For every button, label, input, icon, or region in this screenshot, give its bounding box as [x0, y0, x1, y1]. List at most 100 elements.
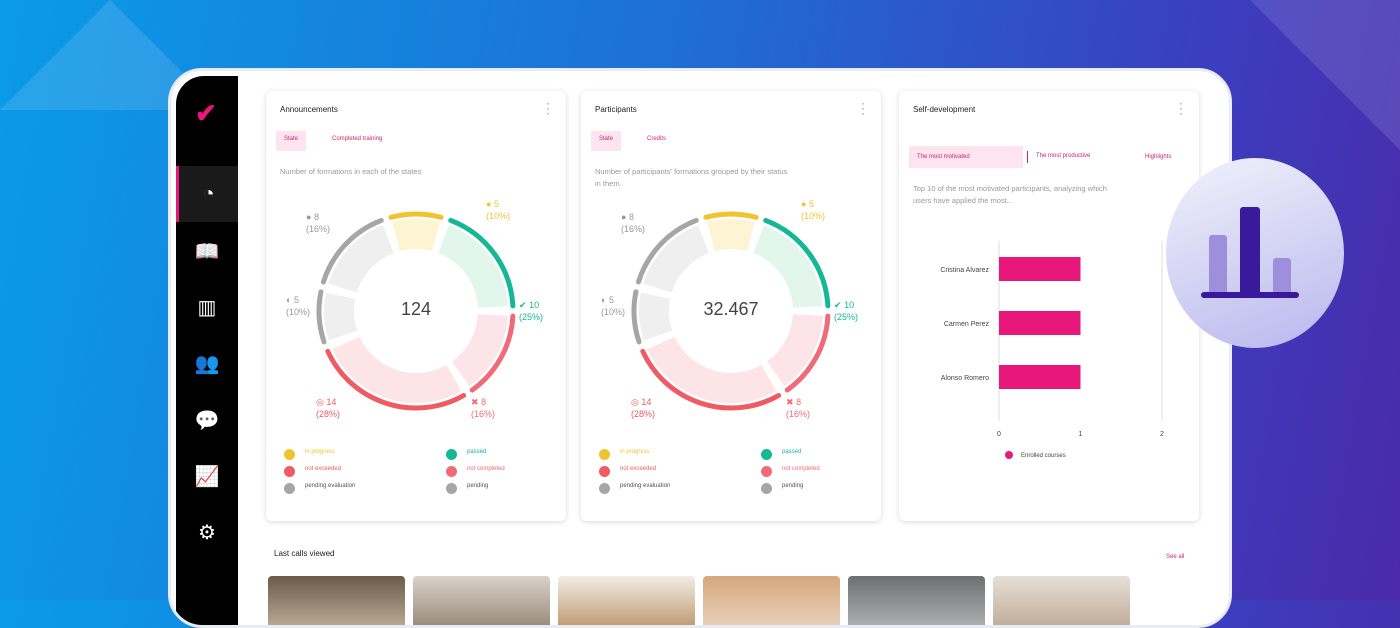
segment-label: ✖ 8 (16%): [786, 396, 810, 420]
legend-label: passed: [467, 449, 487, 455]
segment-icon: ✔: [519, 300, 527, 310]
segment-percent: (10%): [486, 211, 511, 221]
donut-segment[interactable]: [451, 314, 508, 386]
segment-icon: ◎: [316, 397, 324, 407]
segment-percent: (10%): [601, 307, 626, 317]
segment-value: 8: [796, 397, 802, 407]
tab-secondary[interactable]: Completed training: [332, 136, 383, 142]
segment-value: 10: [844, 300, 855, 310]
tab-most-motivated[interactable]: The most motivated: [909, 146, 1023, 168]
segment-percent: (25%): [519, 312, 544, 322]
legend-item: pending evaluation: [284, 483, 355, 494]
donut-segment[interactable]: [639, 292, 673, 341]
donut-segment[interactable]: [438, 225, 508, 308]
segment-label: ◎ 14 (28%): [316, 396, 340, 420]
bar-chart-icon: [1201, 207, 1299, 298]
nav-users-icon[interactable]: 👥: [194, 352, 220, 375]
legend-dot-icon: [761, 449, 772, 460]
participants-card: Participants · · · State Credits Number of…: [581, 91, 881, 521]
segment-value: 8: [481, 397, 487, 407]
legend-dot-icon: [284, 449, 295, 460]
tab-state[interactable]: State: [591, 131, 622, 151]
segment-value: 5: [493, 199, 499, 209]
donut-segment[interactable]: [766, 314, 823, 386]
category-label: Cristina Alvarez: [940, 267, 989, 274]
card-title: Participants: [595, 105, 637, 114]
card-description: Number of formations in each of the stat…: [280, 167, 422, 176]
nav-library-icon[interactable]: ▥: [197, 296, 217, 319]
more-options-icon[interactable]: · · ·: [1179, 96, 1183, 120]
x-tick-label: 1: [1079, 431, 1083, 438]
donut-segment[interactable]: [328, 225, 394, 293]
tab-secondary[interactable]: Credits: [647, 136, 667, 142]
segment-label: ◐ 5 (10%): [286, 294, 310, 318]
more-options-icon[interactable]: · · ·: [546, 96, 550, 120]
legend-item: not exceeded: [599, 466, 656, 477]
tab-most-productive[interactable]: The most productive: [1027, 151, 1098, 163]
more-options-icon[interactable]: · · ·: [861, 96, 865, 120]
legend-item: not completed: [446, 466, 505, 477]
nav-messages-icon[interactable]: 💬: [194, 409, 220, 432]
donut-segment[interactable]: [753, 225, 823, 308]
see-all-link[interactable]: See all: [1166, 554, 1185, 560]
call-thumbnail[interactable]: [993, 576, 1130, 625]
legend-label: in progress: [305, 449, 335, 455]
bar[interactable]: [999, 365, 1081, 389]
call-thumbnail[interactable]: [703, 576, 840, 625]
segment-percent: (10%): [801, 211, 826, 221]
donut-segment[interactable]: [707, 219, 755, 252]
legend-label: not completed: [467, 466, 505, 472]
segment-value: 10: [529, 300, 540, 310]
call-thumbnail[interactable]: [413, 576, 550, 625]
donut-arc: [635, 217, 699, 285]
segment-percent: (16%): [621, 224, 646, 234]
donut-segment[interactable]: [643, 225, 709, 293]
legend-item: pending: [446, 483, 488, 494]
segment-icon: ◐: [601, 295, 607, 305]
call-thumbnail[interactable]: [558, 576, 695, 625]
segment-icon: ✖: [786, 397, 794, 407]
legend-item: pending evaluation: [599, 483, 670, 494]
segment-label: ◐ 5 (10%): [601, 294, 625, 318]
nav-settings-icon[interactable]: ⚙: [198, 521, 216, 544]
call-thumbnail[interactable]: [268, 576, 405, 625]
tab-state[interactable]: State: [276, 131, 307, 151]
segment-percent: (16%): [306, 224, 331, 234]
nav-book-icon[interactable]: 📖: [194, 240, 220, 263]
nav-dashboard-icon[interactable]: ◔: [176, 166, 238, 222]
segment-value: 8: [628, 212, 634, 222]
legend-dot-icon: [284, 483, 295, 494]
legend-label: Enrolled courses: [1021, 453, 1066, 459]
legend-item: passed: [446, 449, 486, 460]
section-title: Last calls viewed: [274, 549, 335, 558]
category-label: Carmen Perez: [944, 321, 990, 328]
bar[interactable]: [999, 311, 1081, 335]
legend-label: not exceeded: [305, 466, 342, 472]
donut-segment[interactable]: [324, 292, 358, 341]
donut-segment[interactable]: [647, 336, 777, 403]
donut-arc: [631, 289, 642, 345]
legend-item: in progress: [599, 449, 650, 460]
segment-icon: ✔: [834, 300, 842, 310]
call-thumbnail[interactable]: [848, 576, 985, 625]
donut-segment[interactable]: [332, 336, 462, 403]
segment-label: ✔ 10 (25%): [834, 299, 858, 323]
segment-percent: (28%): [631, 409, 656, 419]
segment-label: ◎ 14 (28%): [631, 396, 655, 420]
tab-highlights[interactable]: Highlights: [1145, 154, 1172, 160]
bar[interactable]: [999, 257, 1081, 281]
segment-label: ● 8 (16%): [306, 211, 330, 235]
legend-item: passed: [761, 449, 801, 460]
legend-label: pending: [467, 483, 489, 489]
legend-dot-icon: [446, 483, 457, 494]
segment-label: ✖ 8 (16%): [471, 396, 495, 420]
donut-arc: [388, 211, 444, 220]
donut-arc: [325, 348, 467, 411]
donut-total: 124: [400, 299, 432, 319]
legend-label: pending evaluation: [620, 483, 671, 489]
donut-segment[interactable]: [392, 219, 440, 252]
segment-percent: (16%): [471, 409, 496, 419]
nav-analytics-icon[interactable]: 📈: [194, 465, 220, 488]
segment-value: 5: [808, 199, 814, 209]
announcements-card: Announcements · · · State Completed traini…: [266, 91, 566, 521]
